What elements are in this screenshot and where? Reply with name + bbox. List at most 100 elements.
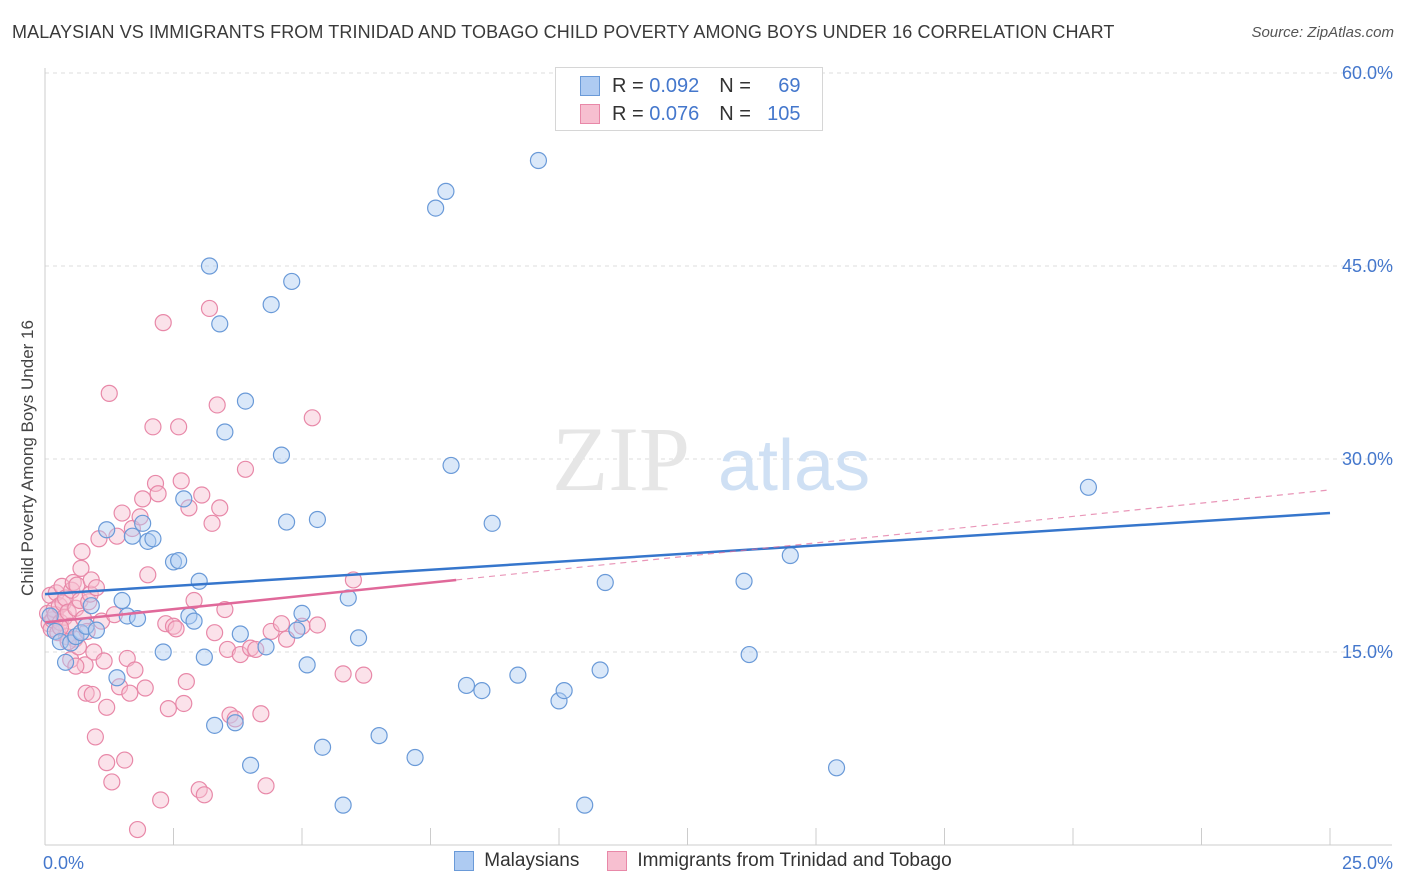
blue-point — [298, 656, 316, 674]
blue-point — [154, 643, 172, 661]
pink-point — [154, 314, 172, 332]
legend-row-trinidad: R = 0.076 N = 105 — [556, 101, 801, 127]
blue-point — [442, 456, 460, 475]
blue-point — [437, 182, 455, 200]
pink-point — [175, 694, 193, 713]
blue-point — [108, 669, 126, 687]
bottom-legend-label: Immigrants from Trinidad and Tobago — [637, 850, 952, 871]
blue-point — [123, 527, 141, 545]
pink-point — [190, 781, 208, 799]
blue-point — [406, 748, 424, 767]
pink-point — [128, 820, 147, 839]
blue-point — [216, 423, 234, 441]
blue-point — [226, 714, 244, 732]
y-axis-label: Child Poverty Among Boys Under 16 — [18, 320, 37, 596]
legend-row-malaysians: R = 0.092 N = 69 — [556, 73, 801, 99]
blue-point — [231, 625, 249, 643]
pink-point — [177, 672, 195, 691]
pink-trend-line — [44, 578, 457, 624]
pink-point — [100, 384, 118, 402]
pink-point — [334, 665, 352, 683]
pink-point — [303, 409, 321, 427]
blue-point — [483, 514, 501, 532]
y-tick-label: 15.0% — [1342, 642, 1393, 662]
pink-point — [236, 460, 255, 478]
legend-r-label: R = — [612, 74, 644, 97]
blue-point — [46, 622, 64, 641]
blue-point — [596, 573, 614, 592]
blue-point — [283, 272, 301, 291]
blue-point — [195, 648, 213, 666]
pink-point — [195, 786, 213, 804]
blue-point — [293, 604, 311, 623]
pink-point — [87, 579, 106, 597]
axes — [44, 68, 1392, 846]
pink-point — [86, 728, 104, 746]
blue-point — [185, 612, 203, 630]
blue-point — [41, 607, 59, 625]
pink-point — [116, 751, 134, 769]
pink-point — [83, 685, 101, 704]
pink-point — [231, 645, 249, 664]
pink-point — [272, 615, 291, 633]
blue-point — [370, 727, 388, 745]
pink-point — [103, 773, 121, 791]
watermark-zip: ZIP — [552, 408, 690, 510]
blue-point — [128, 609, 147, 628]
pink-point — [180, 499, 198, 517]
legend-r-value: 0.092 — [649, 74, 700, 97]
stats-legend: R = 0.092 N = 69 R = 0.076 N = 105 — [555, 67, 823, 131]
blue-point — [308, 510, 327, 529]
blue-point — [200, 257, 219, 275]
pink-point — [98, 698, 116, 716]
blue-point — [211, 315, 229, 333]
legend-n-value: 69 — [778, 74, 801, 97]
pink-point — [152, 791, 170, 809]
gridlines — [45, 72, 1392, 653]
pink-point — [218, 640, 237, 659]
pink-point — [170, 418, 188, 436]
blue-point — [735, 572, 753, 590]
blue-point — [190, 572, 208, 590]
blue-point — [509, 666, 527, 684]
axis-labels: 15.0% 30.0% 45.0% 60.0% 0.0% 25.0% Child Pover… — [18, 63, 1393, 873]
y-tick-label: 30.0% — [1342, 449, 1393, 469]
x-tick-label: 25.0% — [1342, 853, 1393, 873]
blue-point — [313, 738, 332, 756]
blue-point — [427, 199, 445, 217]
pink-point — [159, 700, 177, 718]
blue-point — [334, 796, 352, 814]
pink-point — [167, 620, 185, 638]
pink-point — [73, 543, 91, 561]
pink-point — [69, 638, 88, 656]
pink-point — [193, 486, 211, 504]
pink-trend-extension — [456, 489, 1331, 581]
pink-point — [113, 504, 131, 522]
source-label: Source: ZipAtlas.com — [1251, 24, 1394, 41]
blue-point — [144, 530, 162, 548]
pink-point — [146, 474, 165, 493]
pink-point — [149, 485, 167, 503]
blue-point — [113, 591, 131, 610]
blue-point — [82, 597, 100, 615]
y-tick-label: 45.0% — [1342, 256, 1393, 276]
blue-point — [242, 756, 260, 774]
pink-point — [252, 705, 270, 723]
legend-n-label: N = — [719, 102, 751, 125]
pink-series-points — [38, 299, 373, 839]
blue-point — [277, 513, 296, 531]
blue-point — [236, 392, 255, 410]
pink-point — [216, 600, 234, 619]
blue-point — [87, 621, 106, 639]
pink-point — [98, 754, 116, 772]
blue-point — [134, 514, 152, 532]
blue-point — [288, 621, 306, 639]
pink-point — [208, 396, 226, 414]
blue-point — [257, 638, 275, 656]
legend-r-value: 0.076 — [649, 102, 700, 125]
bottom-legend-malaysians: Malaysians — [454, 850, 579, 872]
watermark: ZIP atlas — [552, 408, 870, 510]
pink-point — [67, 657, 85, 675]
pink-point — [308, 616, 327, 634]
blue-point — [170, 552, 188, 570]
